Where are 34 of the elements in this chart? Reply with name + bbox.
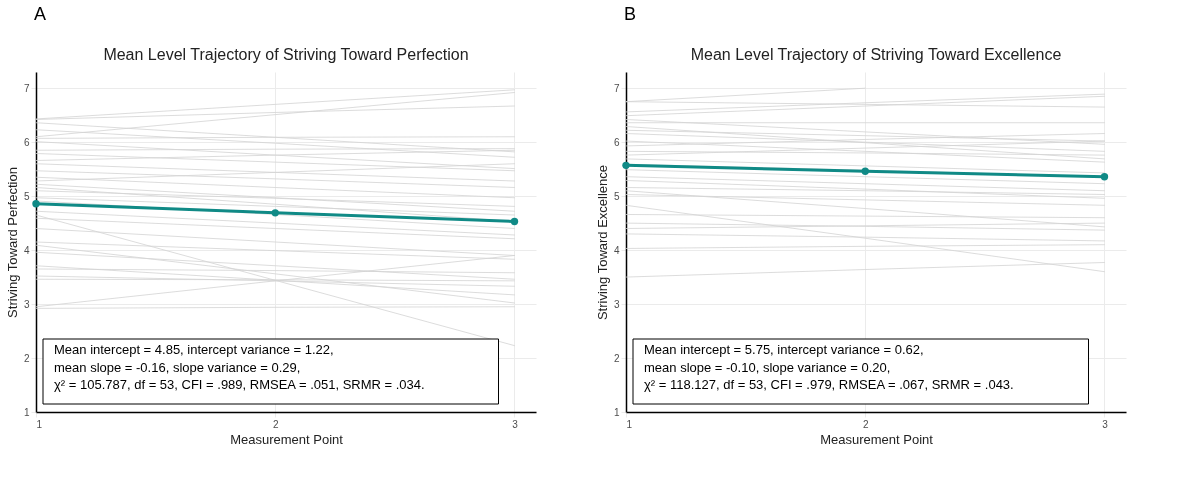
annotation: χ² = 118.127, df = 53, CFI = .979, RMSEA = .067, SRMR = .043.: [644, 377, 1014, 392]
annotation: Mean intercept = 4.85, intercept variance = 1.22,: [54, 342, 334, 357]
y-tick-label: 6: [23, 136, 30, 148]
y-axis-title: Striving Toward Excellence: [594, 164, 610, 321]
annotation: mean slope = -0.16, slope variance = 0.29,: [54, 359, 301, 375]
x-tick-label: 2: [862, 418, 869, 430]
y-tick-label: 4: [23, 244, 30, 256]
y-tick-label: 2: [613, 352, 620, 364]
chart-title: Mean Level Trajectory of Striving Toward Perfection: [103, 46, 469, 63]
y-tick-label: 1: [23, 406, 30, 418]
annotation: Mean intercept = 5.75, intercept variance = 0.62,: [644, 342, 924, 357]
text: B: [624, 4, 637, 24]
y-tick-label: 4: [613, 244, 620, 256]
x-axis-title: Measurement Point: [230, 431, 344, 447]
x-tick-label: 3: [1102, 418, 1109, 430]
y-tick-label: 3: [613, 298, 620, 310]
chart-title: Mean Level Trajectory of Striving Toward Excellence: [690, 46, 1062, 63]
y-tick-label: 1: [613, 406, 620, 418]
y-tick-label: 7: [23, 82, 30, 94]
x-tick-label: 2: [272, 418, 279, 430]
annotation: χ² = 105.787, df = 53, CFI = .989, RMSEA = .051, SRMR = .034.: [54, 377, 425, 392]
text: A: [34, 4, 47, 24]
y-tick-label: 6: [613, 136, 620, 148]
x-tick-label: 1: [36, 418, 43, 430]
y-tick-label: 5: [613, 190, 620, 202]
y-tick-label: 7: [613, 82, 620, 94]
x-tick-label: 3: [512, 418, 519, 430]
annotation: mean slope = -0.10, slope variance = 0.20,: [644, 359, 891, 375]
y-axis-title: Striving Toward Perfection: [4, 167, 20, 318]
x-axis-title: Measurement Point: [820, 431, 934, 447]
y-tick-label: 2: [23, 352, 30, 364]
x-tick-label: 1: [626, 418, 633, 430]
y-tick-label: 3: [23, 298, 30, 310]
y-tick-label: 5: [23, 190, 30, 202]
